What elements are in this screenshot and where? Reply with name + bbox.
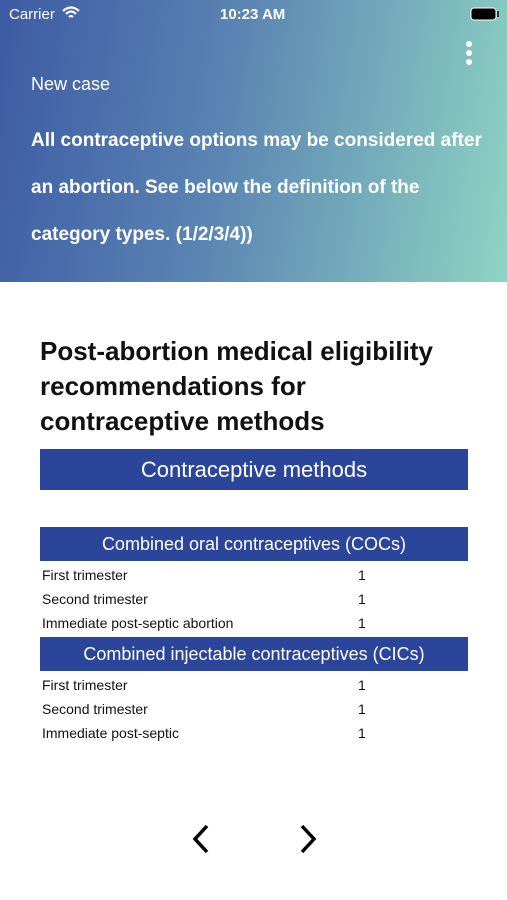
row-label: Immediate post-septic bbox=[42, 725, 179, 741]
row-value: 1 bbox=[358, 701, 366, 717]
wifi-icon bbox=[62, 6, 80, 18]
battery-icon bbox=[470, 7, 499, 21]
time: 10:23 AM bbox=[220, 6, 286, 23]
table-row: Immediate post-septic 1 bbox=[40, 719, 468, 743]
case-label: New case bbox=[31, 74, 111, 94]
row-label: First trimester bbox=[42, 567, 128, 583]
table-row: First trimester 1 bbox=[40, 561, 468, 585]
nav bbox=[192, 824, 317, 854]
table: Combined oral contraceptives (COCs) First… bbox=[40, 527, 468, 747]
next-button[interactable] bbox=[300, 824, 317, 854]
section-header: Combined oral contraceptives (COCs) bbox=[40, 527, 468, 561]
row-value: 1 bbox=[358, 725, 366, 741]
row-value: 1 bbox=[358, 615, 366, 631]
row-label: First trimester bbox=[42, 677, 128, 693]
row-value: 1 bbox=[358, 567, 366, 583]
row-label: Second trimester bbox=[42, 591, 148, 607]
carrier: Carrier bbox=[9, 6, 55, 23]
case-description: All contraceptive options may be conside… bbox=[31, 130, 482, 245]
header: Carrier 10:23 AM New case All contracept… bbox=[0, 0, 507, 282]
table-row: First trimester 1 bbox=[40, 671, 468, 695]
row-value: 1 bbox=[358, 591, 366, 607]
menu-button[interactable] bbox=[462, 40, 476, 68]
row-label: Second trimester bbox=[42, 701, 148, 717]
table-row: Immediate post-septic abortion 1 bbox=[40, 609, 468, 633]
table-row: Second trimester 1 bbox=[40, 695, 468, 719]
row-value: 1 bbox=[358, 677, 366, 693]
section-header: Combined injectable contraceptives (CICs… bbox=[40, 637, 468, 671]
spacer bbox=[40, 743, 468, 747]
page-title: Post-abortion medical eligibility recomm… bbox=[40, 336, 433, 436]
table-heading: Contraceptive methods bbox=[40, 449, 468, 490]
prev-button[interactable] bbox=[192, 824, 209, 854]
table-row: Second trimester 1 bbox=[40, 585, 468, 609]
row-label: Immediate post-septic abortion bbox=[42, 615, 234, 631]
